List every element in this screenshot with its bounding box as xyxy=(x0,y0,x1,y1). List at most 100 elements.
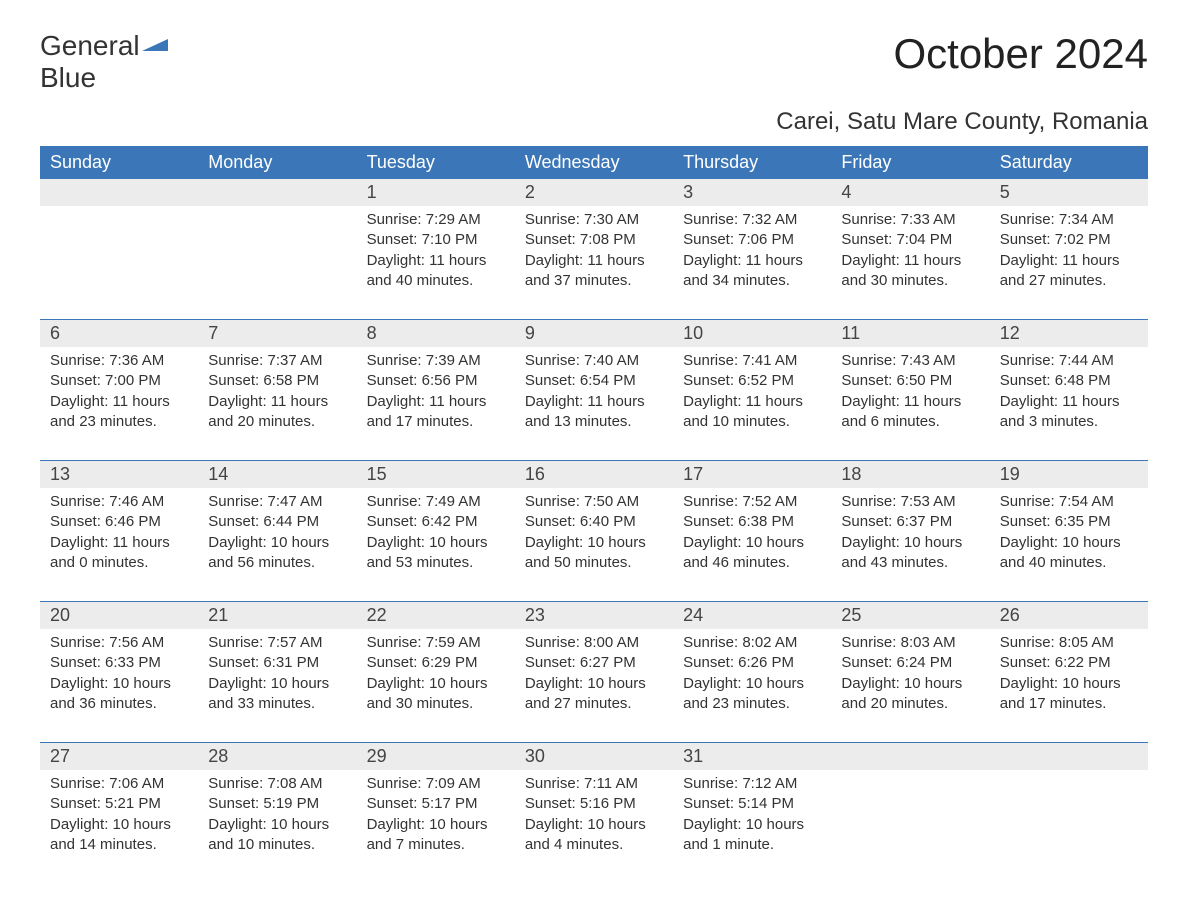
sunset-text: Sunset: 6:37 PM xyxy=(841,512,979,532)
day-content-cell xyxy=(40,206,198,320)
weekday-header: Thursday xyxy=(673,146,831,179)
sunset-text: Sunset: 6:40 PM xyxy=(525,512,663,532)
day-number-cell: 31 xyxy=(673,743,831,770)
sunset-text: Sunset: 5:21 PM xyxy=(50,794,188,814)
sunrise-text: Sunrise: 7:57 AM xyxy=(208,633,346,653)
sunset-text: Sunset: 6:58 PM xyxy=(208,371,346,391)
day-number-cell: 9 xyxy=(515,320,673,347)
day-content-cell: Sunrise: 7:50 AMSunset: 6:40 PMDaylight:… xyxy=(515,488,673,602)
daylight-text: Daylight: 11 hours and 3 minutes. xyxy=(1000,392,1138,433)
daylight-text: Daylight: 10 hours and 46 minutes. xyxy=(683,533,821,574)
sunset-text: Sunset: 5:19 PM xyxy=(208,794,346,814)
day-content-cell: Sunrise: 7:11 AMSunset: 5:16 PMDaylight:… xyxy=(515,770,673,883)
sunset-text: Sunset: 7:04 PM xyxy=(841,230,979,250)
day-content-cell: Sunrise: 7:44 AMSunset: 6:48 PMDaylight:… xyxy=(990,347,1148,461)
sunrise-text: Sunrise: 7:39 AM xyxy=(367,351,505,371)
day-content-cell: Sunrise: 7:53 AMSunset: 6:37 PMDaylight:… xyxy=(831,488,989,602)
day-number-cell: 29 xyxy=(357,743,515,770)
daylight-text: Daylight: 11 hours and 10 minutes. xyxy=(683,392,821,433)
day-number-cell: 13 xyxy=(40,461,198,488)
day-number-cell: 25 xyxy=(831,602,989,629)
sunset-text: Sunset: 6:54 PM xyxy=(525,371,663,391)
day-content-cell: Sunrise: 8:03 AMSunset: 6:24 PMDaylight:… xyxy=(831,629,989,743)
day-number-cell: 20 xyxy=(40,602,198,629)
logo: General Blue xyxy=(40,30,168,94)
day-number-cell xyxy=(198,179,356,206)
day-content-cell: Sunrise: 7:32 AMSunset: 7:06 PMDaylight:… xyxy=(673,206,831,320)
daylight-text: Daylight: 11 hours and 17 minutes. xyxy=(367,392,505,433)
day-content-cell: Sunrise: 7:54 AMSunset: 6:35 PMDaylight:… xyxy=(990,488,1148,602)
sunset-text: Sunset: 7:00 PM xyxy=(50,371,188,391)
day-content-cell: Sunrise: 8:05 AMSunset: 6:22 PMDaylight:… xyxy=(990,629,1148,743)
day-content-cell: Sunrise: 7:41 AMSunset: 6:52 PMDaylight:… xyxy=(673,347,831,461)
page-title: October 2024 xyxy=(893,30,1148,78)
sunrise-text: Sunrise: 7:37 AM xyxy=(208,351,346,371)
day-content-cell: Sunrise: 7:36 AMSunset: 7:00 PMDaylight:… xyxy=(40,347,198,461)
sunset-text: Sunset: 6:44 PM xyxy=(208,512,346,532)
sunrise-text: Sunrise: 7:32 AM xyxy=(683,210,821,230)
sunrise-text: Sunrise: 8:02 AM xyxy=(683,633,821,653)
weekday-header: Monday xyxy=(198,146,356,179)
sunrise-text: Sunrise: 7:40 AM xyxy=(525,351,663,371)
daylight-text: Daylight: 10 hours and 4 minutes. xyxy=(525,815,663,856)
sunset-text: Sunset: 6:38 PM xyxy=(683,512,821,532)
day-number-cell: 23 xyxy=(515,602,673,629)
daylight-text: Daylight: 11 hours and 37 minutes. xyxy=(525,251,663,292)
sunrise-text: Sunrise: 7:52 AM xyxy=(683,492,821,512)
day-number-cell: 11 xyxy=(831,320,989,347)
day-content-cell: Sunrise: 7:43 AMSunset: 6:50 PMDaylight:… xyxy=(831,347,989,461)
day-number-row: 6789101112 xyxy=(40,320,1148,347)
location-subtitle: Carei, Satu Mare County, Romania xyxy=(40,108,1148,136)
day-number-cell: 19 xyxy=(990,461,1148,488)
sunset-text: Sunset: 6:29 PM xyxy=(367,653,505,673)
day-content-row: Sunrise: 7:36 AMSunset: 7:00 PMDaylight:… xyxy=(40,347,1148,461)
weekday-header: Sunday xyxy=(40,146,198,179)
day-content-cell: Sunrise: 7:52 AMSunset: 6:38 PMDaylight:… xyxy=(673,488,831,602)
day-number-cell: 12 xyxy=(990,320,1148,347)
day-number-cell xyxy=(990,743,1148,770)
day-number-cell: 28 xyxy=(198,743,356,770)
daylight-text: Daylight: 10 hours and 17 minutes. xyxy=(1000,674,1138,715)
day-content-cell: Sunrise: 7:30 AMSunset: 7:08 PMDaylight:… xyxy=(515,206,673,320)
daylight-text: Daylight: 11 hours and 20 minutes. xyxy=(208,392,346,433)
day-content-cell: Sunrise: 7:37 AMSunset: 6:58 PMDaylight:… xyxy=(198,347,356,461)
flag-icon xyxy=(142,30,168,62)
day-number-cell: 17 xyxy=(673,461,831,488)
day-number-cell: 30 xyxy=(515,743,673,770)
day-number-cell xyxy=(831,743,989,770)
sunrise-text: Sunrise: 7:08 AM xyxy=(208,774,346,794)
sunset-text: Sunset: 5:17 PM xyxy=(367,794,505,814)
day-number-cell: 2 xyxy=(515,179,673,206)
day-number-cell: 8 xyxy=(357,320,515,347)
sunrise-text: Sunrise: 7:43 AM xyxy=(841,351,979,371)
daylight-text: Daylight: 11 hours and 27 minutes. xyxy=(1000,251,1138,292)
sunrise-text: Sunrise: 7:49 AM xyxy=(367,492,505,512)
day-content-cell: Sunrise: 7:46 AMSunset: 6:46 PMDaylight:… xyxy=(40,488,198,602)
day-number-cell: 27 xyxy=(40,743,198,770)
day-content-cell: Sunrise: 7:59 AMSunset: 6:29 PMDaylight:… xyxy=(357,629,515,743)
daylight-text: Daylight: 10 hours and 53 minutes. xyxy=(367,533,505,574)
sunrise-text: Sunrise: 7:30 AM xyxy=(525,210,663,230)
day-content-cell: Sunrise: 7:29 AMSunset: 7:10 PMDaylight:… xyxy=(357,206,515,320)
daylight-text: Daylight: 10 hours and 43 minutes. xyxy=(841,533,979,574)
day-content-cell: Sunrise: 7:12 AMSunset: 5:14 PMDaylight:… xyxy=(673,770,831,883)
sunset-text: Sunset: 6:52 PM xyxy=(683,371,821,391)
day-content-row: Sunrise: 7:46 AMSunset: 6:46 PM Daylight:… xyxy=(40,488,1148,602)
day-content-cell: Sunrise: 7:08 AMSunset: 5:19 PMDaylight:… xyxy=(198,770,356,883)
sunrise-text: Sunrise: 7:54 AM xyxy=(1000,492,1138,512)
daylight-text: Daylight: 11 hours and 13 minutes. xyxy=(525,392,663,433)
day-number-row: 2728293031 xyxy=(40,743,1148,770)
daylight-text: Daylight: 10 hours and 14 minutes. xyxy=(50,815,188,856)
daylight-text: Daylight: 11 hours and 23 minutes. xyxy=(50,392,188,433)
day-content-cell xyxy=(831,770,989,883)
day-content-cell: Sunrise: 8:00 AMSunset: 6:27 PMDaylight:… xyxy=(515,629,673,743)
sunset-text: Sunset: 7:02 PM xyxy=(1000,230,1138,250)
day-content-cell xyxy=(990,770,1148,883)
sunset-text: Sunset: 6:46 PM xyxy=(50,512,188,532)
sunrise-text: Sunrise: 7:46 AM xyxy=(50,492,188,512)
sunset-text: Sunset: 6:56 PM xyxy=(367,371,505,391)
daylight-text: Daylight: 10 hours and 36 minutes. xyxy=(50,674,188,715)
sunrise-text: Sunrise: 7:59 AM xyxy=(367,633,505,653)
day-content-cell: Sunrise: 7:49 AMSunset: 6:42 PMDaylight:… xyxy=(357,488,515,602)
day-number-cell: 22 xyxy=(357,602,515,629)
